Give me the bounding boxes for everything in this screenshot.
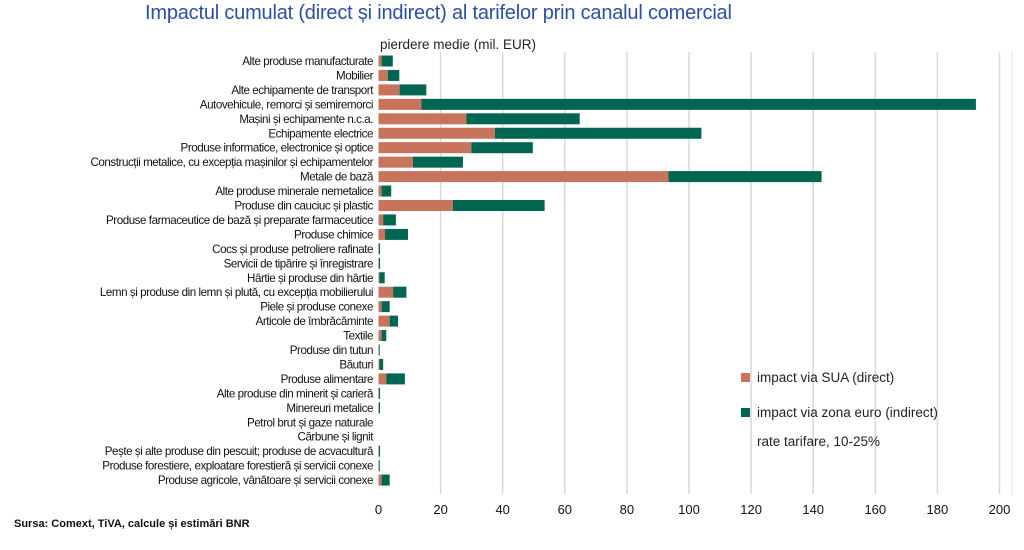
chart-title: Impactul cumulat (direct și indirect) al… bbox=[145, 2, 732, 24]
bar-indirect bbox=[378, 243, 381, 255]
category-label: Alte produse manufacturate bbox=[242, 55, 373, 68]
bar-direct bbox=[378, 55, 382, 67]
x-tick-label: 140 bbox=[802, 502, 824, 517]
x-axis-label: pierdere medie (mil. EUR) bbox=[380, 37, 536, 52]
bar-indirect bbox=[381, 301, 390, 313]
bar-indirect bbox=[379, 358, 384, 370]
bar-indirect bbox=[668, 171, 822, 183]
category-label: Produse chimice bbox=[294, 228, 373, 241]
x-tick-label: 80 bbox=[620, 502, 634, 517]
bar-indirect bbox=[412, 156, 463, 168]
bar-indirect bbox=[383, 214, 396, 226]
bar-direct bbox=[378, 69, 388, 81]
category-label: Minereuri metalice bbox=[286, 402, 373, 415]
bar-indirect bbox=[387, 69, 400, 81]
bar-indirect bbox=[421, 98, 976, 110]
bar-direct bbox=[378, 228, 386, 240]
category-label: Cocs și produse petroliere rafinate bbox=[212, 243, 373, 256]
category-label: Produse informatice, electronice și opti… bbox=[181, 142, 373, 155]
category-label: Mașini și echipamente n.c.a. bbox=[239, 113, 373, 126]
bar-indirect bbox=[378, 257, 381, 269]
x-tick-label: 120 bbox=[740, 502, 762, 517]
bar-direct bbox=[378, 98, 422, 110]
category-label: Servicii de tipărire și înregistrare bbox=[224, 257, 373, 270]
x-tick-label: 180 bbox=[927, 502, 949, 517]
bar-direct bbox=[378, 315, 390, 327]
bar-indirect bbox=[386, 373, 405, 385]
legend-swatch bbox=[741, 408, 750, 417]
bar-direct bbox=[378, 214, 384, 226]
tariff-note: rate tarifare, 10-25% bbox=[757, 434, 880, 449]
category-label: Autovehicule, remorci și semiremorci bbox=[200, 98, 373, 111]
category-label: Alte produse minerale nemetalice bbox=[215, 185, 373, 198]
bar-indirect bbox=[399, 84, 427, 96]
x-tick-label: 160 bbox=[864, 502, 886, 517]
bar-indirect bbox=[471, 142, 533, 154]
bar-indirect bbox=[378, 344, 380, 356]
category-label: Piele și produse conexe bbox=[260, 301, 373, 314]
bar-direct bbox=[378, 113, 467, 125]
category-label: Alte produse din minerit și carieră bbox=[217, 387, 374, 400]
bar-direct bbox=[378, 272, 380, 284]
category-label: Petrol brut și gaze naturale bbox=[247, 416, 373, 429]
bar-indirect bbox=[378, 445, 381, 457]
bar-direct bbox=[378, 301, 382, 313]
category-label: Produse din cauciuc și plastic bbox=[234, 200, 373, 213]
category-label: Produse alimentare bbox=[281, 373, 373, 386]
bar-indirect bbox=[378, 387, 381, 399]
bar-direct bbox=[378, 330, 382, 342]
category-label: Mobilier bbox=[336, 69, 374, 82]
bar-direct bbox=[378, 171, 669, 183]
x-tick-label: 100 bbox=[678, 502, 700, 517]
bar-indirect bbox=[378, 460, 380, 472]
bar-direct bbox=[378, 373, 387, 385]
bar-indirect bbox=[453, 200, 545, 211]
category-label: Produse din tutun bbox=[290, 344, 373, 357]
bar-indirect bbox=[385, 228, 408, 240]
bar-indirect bbox=[393, 286, 407, 298]
category-label: Produse forestiere, exploatare forestier… bbox=[102, 460, 373, 473]
bar-direct bbox=[378, 200, 454, 211]
category-label: Alte echipamente de transport bbox=[231, 84, 374, 97]
category-label: Produse farmaceutice de bază și preparat… bbox=[106, 214, 373, 227]
bar-indirect bbox=[466, 113, 580, 125]
x-tick-label: 200 bbox=[989, 502, 1011, 517]
category-label: Construcții metalice, cu excepția mașini… bbox=[91, 156, 374, 169]
bar-direct bbox=[378, 358, 380, 370]
bar-indirect bbox=[381, 330, 387, 342]
bar-indirect bbox=[379, 272, 385, 284]
category-label: Băuturi bbox=[339, 358, 373, 371]
bar-direct bbox=[378, 474, 382, 486]
x-tick-label: 20 bbox=[433, 502, 447, 517]
bar-indirect bbox=[389, 315, 399, 327]
category-label: Metale de bază bbox=[300, 171, 374, 184]
bar-direct bbox=[378, 127, 495, 139]
bar-indirect bbox=[381, 185, 392, 197]
bar-direct bbox=[378, 142, 472, 154]
category-label: Pește și alte produse din pescuit; produ… bbox=[105, 445, 374, 458]
legend-label: impact via SUA (direct) bbox=[757, 370, 894, 385]
legend-swatch bbox=[741, 373, 750, 382]
x-tick-label: 40 bbox=[495, 502, 509, 517]
category-label: Produse agricole, vânătoare și servicii … bbox=[158, 474, 373, 487]
category-label: Articole de îmbrăcăminte bbox=[256, 315, 373, 328]
legend-label: impact via zona euro (indirect) bbox=[757, 405, 938, 420]
bar-indirect bbox=[378, 402, 381, 414]
category-label: Hârtie și produse din hârtie bbox=[247, 272, 373, 285]
bar-indirect bbox=[381, 474, 390, 486]
bar-direct bbox=[378, 84, 400, 96]
bar-direct bbox=[378, 286, 394, 298]
source-note: Sursa: Comext, TiVA, calcule și estimări… bbox=[14, 518, 250, 530]
category-label: Echipamente electrice bbox=[268, 127, 373, 140]
bar-direct bbox=[378, 185, 382, 197]
category-label: Cărbune și lignit bbox=[298, 431, 375, 444]
bar-indirect bbox=[494, 127, 702, 139]
bar-direct bbox=[378, 156, 413, 168]
category-label: Lemn și produse din lemn și plută, cu ex… bbox=[100, 286, 373, 299]
x-tick-label: 60 bbox=[558, 502, 572, 517]
x-tick-label: 0 bbox=[375, 502, 382, 517]
category-label: Textile bbox=[343, 330, 373, 343]
bar-indirect bbox=[381, 55, 393, 67]
